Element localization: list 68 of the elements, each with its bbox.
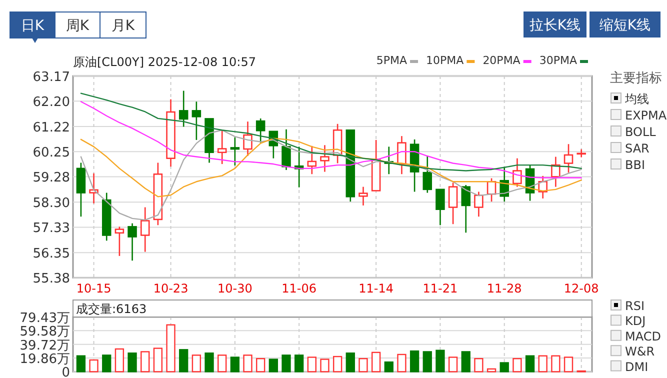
x-tick-label: 10-30 <box>217 282 252 296</box>
y-tick-label: 58.30 <box>32 196 70 212</box>
y-tick-label: 19.86万 <box>20 352 70 368</box>
x-tick-label: 11-21 <box>422 282 458 296</box>
bar <box>218 354 227 372</box>
x-tick-label: 11-14 <box>358 282 394 296</box>
y-tick-label: 62.20 <box>32 95 70 110</box>
bar <box>512 358 522 372</box>
bar <box>486 368 496 372</box>
x-tick-label: 11-06 <box>282 282 317 296</box>
bar <box>461 351 470 372</box>
bar <box>371 352 381 372</box>
text: 主要指标 <box>610 70 662 86</box>
bar <box>243 354 252 372</box>
bar <box>179 349 188 372</box>
bar <box>282 354 291 372</box>
bar <box>538 355 548 372</box>
y-tick-label: 61.22 <box>32 120 70 136</box>
bar <box>320 358 330 372</box>
bar <box>397 354 406 372</box>
bar <box>89 359 98 372</box>
bar <box>114 348 124 372</box>
bar <box>166 324 176 372</box>
x-tick-label: 10-15 <box>76 282 112 296</box>
bar <box>307 356 316 372</box>
bar <box>525 355 535 372</box>
bar <box>192 354 202 372</box>
y-tick-label: 63.17 <box>32 70 70 85</box>
bar <box>500 362 509 372</box>
bar <box>448 356 458 372</box>
y-tick-label: 0 <box>62 366 70 378</box>
bar <box>422 351 432 372</box>
bar <box>410 350 420 372</box>
bar <box>551 355 560 372</box>
bar <box>268 358 278 372</box>
bar <box>358 358 368 372</box>
bar <box>204 352 214 372</box>
bar <box>436 350 445 372</box>
bar <box>128 352 137 372</box>
y-tick-label: 55.38 <box>32 272 70 287</box>
y-tick-label: 57.33 <box>32 221 70 236</box>
y-tick-label: 56.35 <box>32 246 70 262</box>
y-tick-label: 79.43万 <box>20 311 70 326</box>
bar <box>76 355 86 372</box>
y-tick-label: 39.72万 <box>20 338 70 354</box>
bar <box>384 361 394 372</box>
legend-label: 30PMA <box>539 54 578 67</box>
bar <box>474 358 484 372</box>
legend-label: 20PMA <box>482 54 521 67</box>
bar <box>153 348 163 372</box>
y-tick-label: 60.25 <box>32 146 70 161</box>
legend-label: 5PMA <box>376 54 408 67</box>
bar <box>564 356 574 372</box>
bar <box>230 356 240 372</box>
bar <box>332 356 342 372</box>
bar <box>140 351 150 372</box>
text: 成交量:6163 <box>76 302 147 316</box>
y-tick-label: 59.28 <box>32 170 70 186</box>
bar <box>256 358 266 372</box>
bar <box>294 354 304 372</box>
bar <box>346 352 355 372</box>
x-tick-label: 11-28 <box>486 282 522 296</box>
x-tick-label: 10-23 <box>153 282 188 296</box>
bar <box>102 354 112 372</box>
x-tick-label: 12-08 <box>564 282 599 296</box>
legend-label: 10PMA <box>426 54 464 67</box>
y-tick-label: 59.58万 <box>20 324 70 340</box>
chart-title: 原油[CL00Y] 2025-12-08 10:57 <box>73 55 256 69</box>
